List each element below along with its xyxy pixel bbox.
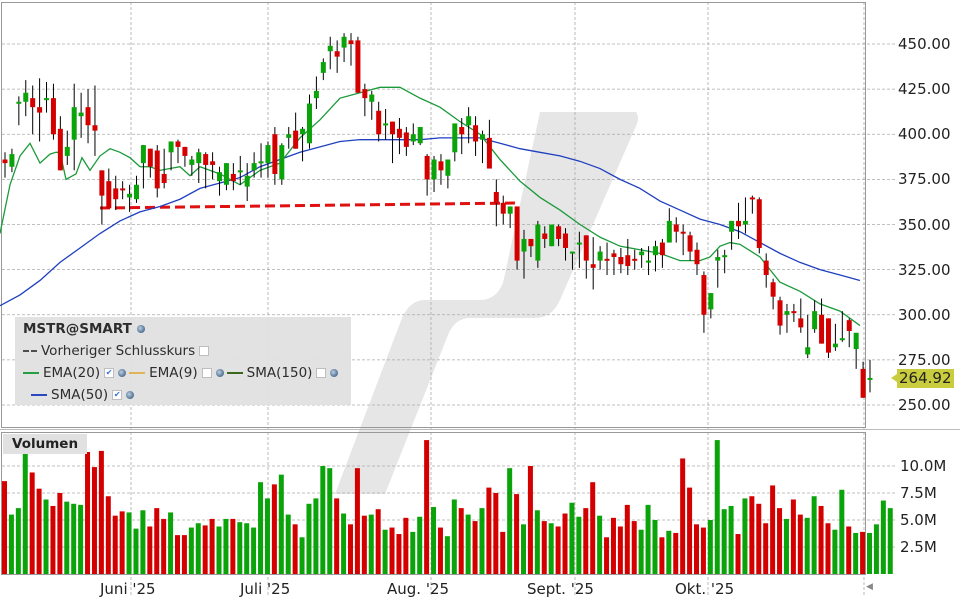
sma50-checkbox[interactable]: ✔ [112,390,123,400]
legend-indicators-row: EMA(20) ✔ EMA(9) SMA(150) [23,365,341,381]
candlesticks [2,33,873,398]
ema9-checkbox[interactable] [201,368,212,378]
price-tick-label: 375.00 [898,170,951,189]
date-tick-label: Sept. '25 [527,580,594,598]
sma50-line [0,137,861,307]
prev-close-checkbox[interactable] [199,346,210,356]
date-tick-label: Aug. '25 [387,580,450,598]
watermark-logo [335,112,638,494]
symbol-settings-icon[interactable] [136,325,145,333]
volume-panel-label: Volumen [3,434,87,454]
sma150-swatch-icon [226,372,243,374]
volume-bars [2,440,893,574]
ema20-checkbox[interactable]: ✔ [104,368,115,378]
sma50-label: SMA(50) [51,387,109,403]
legend-symbol-row[interactable]: MSTR@SMART [23,321,148,337]
scroll-left-arrow-icon[interactable]: ◀ [866,582,873,592]
date-tick-label: Juli '25 [240,580,291,598]
chart-panels [0,2,960,575]
ema20-line [0,86,861,327]
dash-swatch-icon [31,350,37,352]
ema9-swatch-icon [129,372,146,374]
volume-tick-label: 7.5M [900,484,937,502]
legend-panel: MSTR@SMART Vorheriger Schlusskurs EMA(20… [15,317,351,405]
ema9-settings-icon[interactable] [215,369,224,377]
price-tick-label: 450.00 [898,35,951,53]
price-tick-label: 275.00 [898,350,951,369]
ema20-swatch-icon [23,372,39,374]
ema20-settings-icon[interactable] [118,369,127,377]
support-line [99,201,517,210]
volume-tick-label: 5.0M [900,511,937,529]
volume-tick-label: 10.0M [900,457,947,475]
prev-close-label: Vorheriger Schlusskurs [41,343,196,359]
price-tick-label: 425.00 [898,80,951,99]
sma150-label: SMA(150) [246,365,313,381]
ema9-label: EMA(9) [149,365,198,381]
sma150-checkbox[interactable] [316,368,327,378]
price-tick-label: 350.00 [898,215,951,234]
symbol-label: MSTR@SMART [23,321,132,337]
price-tick-label: 325.00 [898,260,951,279]
price-tick-label: 300.00 [898,305,951,324]
legend-prev-close-row: Vorheriger Schlusskurs [23,343,213,359]
dash-swatch-icon [23,350,29,352]
price-tick-label: 400.00 [898,125,951,144]
sma50-settings-icon[interactable] [126,391,135,399]
date-tick-label: Juni '25 [100,580,156,598]
price-tick-label: 250.00 [898,396,951,414]
sma150-settings-icon[interactable] [330,369,339,377]
volume-tick-label: 2.5M [900,538,937,556]
date-tick-label: Okt. '25 [675,580,735,598]
ema20-label: EMA(20) [43,365,101,381]
legend-sma50-row: SMA(50) ✔ [31,387,137,403]
last-price-tag: 264.92 [891,369,954,388]
sma50-swatch-icon [31,394,47,396]
